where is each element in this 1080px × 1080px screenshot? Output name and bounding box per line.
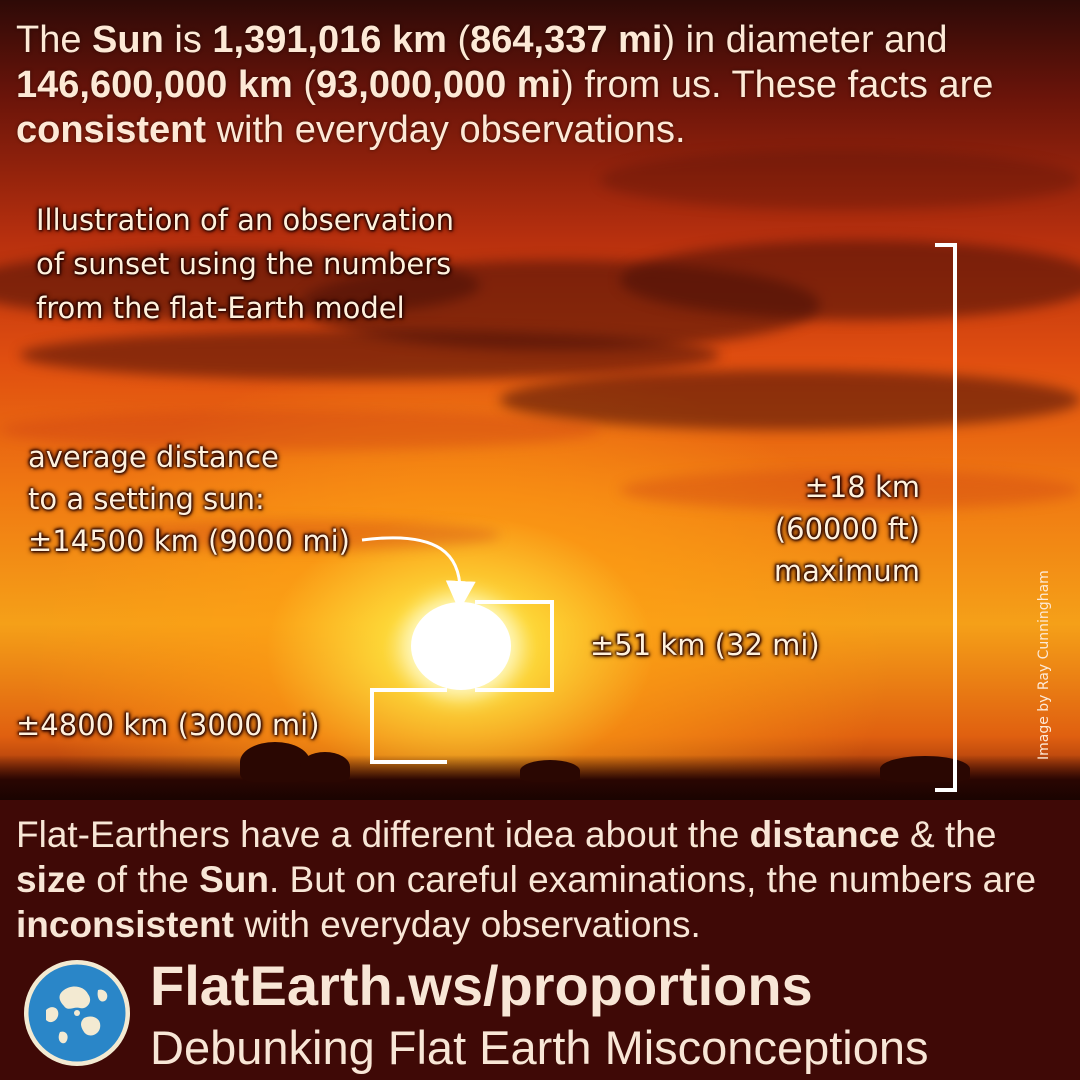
measurement-overlay	[361, 243, 957, 792]
illustration-caption: Illustration of an observation of sunset…	[36, 203, 455, 325]
ground-distance-bracket	[370, 688, 447, 764]
distance-arrow	[361, 536, 476, 611]
site-url[interactable]: FlatEarth.ws/proportions	[150, 954, 813, 1017]
bottom-panel: Flat-Earthers have a different idea abou…	[0, 800, 1080, 1080]
image-credit: Image by Ray Cunningham	[1036, 570, 1052, 760]
max-height-bracket	[935, 243, 957, 792]
ground-distance-label: ±4800 km (3000 mi)	[16, 708, 320, 742]
average-distance-label: average distance to a setting sun: ±1450…	[28, 440, 350, 558]
sun-size-label: ±51 km (32 mi)	[590, 628, 820, 662]
headline: The Sun is 1,391,016 km (864,337 mi) in …	[16, 19, 994, 151]
max-height-label: ±18 km (60000 ft) maximum	[773, 470, 920, 588]
globe-logo-icon	[24, 960, 130, 1066]
site-tagline: Debunking Flat Earth Misconceptions	[150, 1021, 929, 1074]
bottom-statement: Flat-Earthers have a different idea abou…	[16, 814, 1037, 945]
sun-disc	[411, 602, 511, 690]
sun-size-bracket	[475, 600, 554, 692]
sunset-photo	[0, 0, 1080, 800]
